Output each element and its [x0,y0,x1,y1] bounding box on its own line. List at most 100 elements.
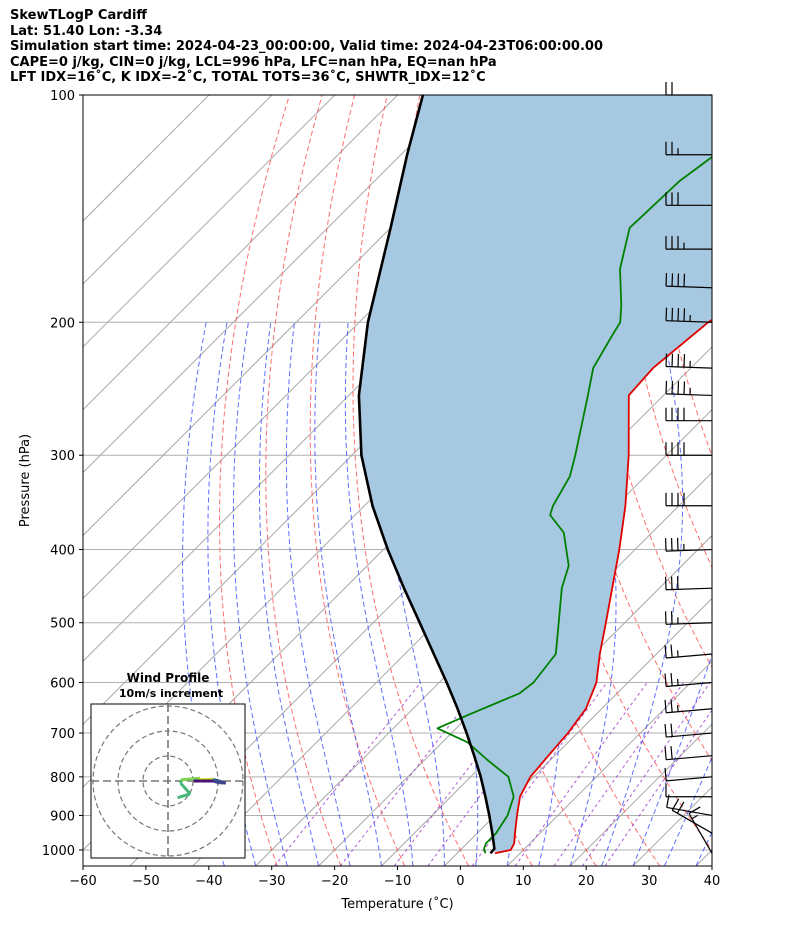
y-tick-label: 200 [50,316,75,331]
indices-line: CAPE=0 j/kg, CIN=0 j/kg, LCL=996 hPa, LF… [10,54,497,70]
barb-flag [664,644,667,659]
wind-barb [664,723,713,738]
chart-title-block: SkewTLogP Cardiff Lat: 51.40 Lon: -3.34 … [10,8,780,86]
barb-staff [666,755,713,761]
moist-adiabat [285,322,351,866]
barb-staff [666,681,713,688]
barb-staff [666,285,713,289]
mixing-ratio-line [339,682,484,866]
y-tick-label: 300 [50,449,75,464]
barb-flag [670,746,673,760]
x-tick-label: 20 [578,874,595,889]
y-tick-label: 500 [50,617,75,632]
cape-shading [358,95,712,852]
wind-barb [665,442,712,456]
barb-staff [666,708,713,714]
y-tick-label: 1000 [42,844,75,859]
barb-flag [664,746,667,760]
x-tick-label: 0 [456,874,464,889]
stability-line: LFT IDX=16˚C, K IDX=-2˚C, TOTAL TOTS=36˚… [10,70,486,85]
barb-flag [676,801,685,814]
isotherm-gridline [569,723,712,866]
wind-barb [665,492,712,507]
moist-adiabat [664,756,712,866]
wind-barb [665,236,712,250]
dewpoint-profile [436,155,712,854]
y-tick-label: 800 [50,771,75,786]
hodograph-plot [91,704,245,858]
barb-staff [666,776,713,782]
y-tick-label: 100 [50,89,75,104]
moist-adiabat [569,322,617,866]
mixing-ratio-line [514,682,648,866]
x-axis-label: Temperature (˚C) [340,896,453,912]
hodograph-segment [212,777,220,783]
y-tick-label: 700 [50,727,75,742]
hodograph-title: Wind Profile [127,671,210,685]
wind-barb [665,783,712,798]
hodograph-segment [212,779,220,785]
x-tick-label: 10 [515,874,532,889]
isotherm-gridline [83,95,273,285]
x-tick-label: −10 [384,874,411,889]
moist-adiabat [258,322,320,866]
wind-barb [664,644,713,659]
x-tick-label: 30 [641,874,658,889]
isotherm-gridline [255,408,712,866]
wind-barb [665,407,712,422]
barb-flag [664,673,667,687]
chart-title: SkewTLogP Cardiff [10,8,147,23]
isotherm-gridline [83,95,399,411]
moist-adiabat [695,830,712,866]
isotherm-gridline [506,660,712,866]
dry-adiabat [713,95,794,866]
x-tick-label: −30 [258,874,285,889]
barb-flag [688,806,701,814]
mixing-ratio-line [604,709,712,866]
barb-flag [664,699,667,713]
barb-flag [670,672,673,687]
time-line: Simulation start time: 2024-04-23_00:00:… [10,39,603,54]
barb-staff [666,806,713,817]
wind-barb [688,806,713,854]
barb-half-flag [676,650,679,657]
moist-adiabat [344,322,414,866]
wind-barb [664,746,713,761]
barb-flag [664,767,667,781]
wind-barb [665,307,713,323]
y-tick-label: 600 [50,677,75,692]
barb-staff [666,548,713,552]
wind-barb [665,192,712,206]
isotherm-gridline [83,95,336,348]
x-tick-label: −60 [69,874,96,889]
isotherm-gridline [444,597,712,866]
barb-half-flag [676,705,679,712]
barb-staff [688,813,713,854]
wind-barb [665,82,712,96]
mixing-ratio-line [581,682,711,866]
hodograph-segment [179,782,192,795]
dry-adiabat [647,95,712,457]
hodograph-segment [177,792,191,800]
x-tick-label: 40 [704,874,721,889]
moist-adiabat [378,322,445,866]
x-tick-label: −50 [132,874,159,889]
barb-flag [670,723,673,737]
y-tick-label: 400 [50,544,75,559]
barb-flag [670,644,673,658]
wind-barb [665,380,713,397]
x-tick-label: −20 [321,874,348,889]
parcel-profile [357,95,496,855]
wind-barb [665,273,713,289]
y-tick-label: 900 [50,809,75,824]
dry-adiabat [746,95,794,866]
mixing-ratio-line [274,682,422,866]
wind-barb [666,794,713,817]
isotherm-gridline [318,471,712,866]
hodograph-segment [180,777,194,782]
dry-adiabat [219,95,290,866]
barb-staff [671,809,713,834]
wind-barb [665,141,712,156]
barb-staff [666,653,713,659]
